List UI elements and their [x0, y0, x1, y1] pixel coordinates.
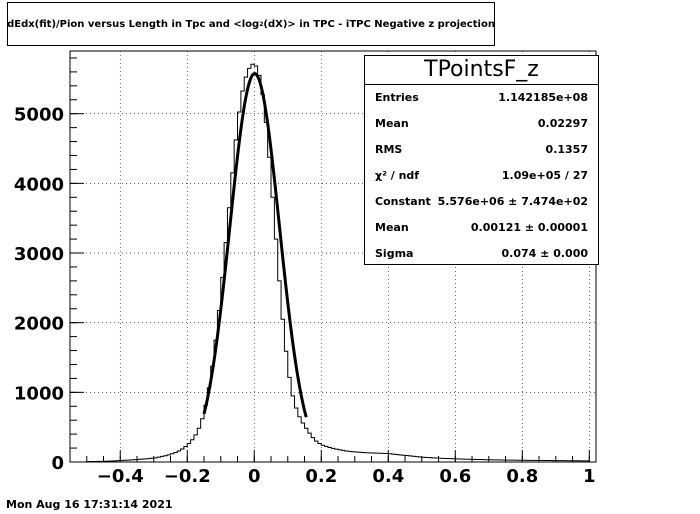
stats-row-constant: Constant 5.576e+06 ± 7.474e+02 [375, 188, 588, 214]
stats-label: χ² / ndf [375, 168, 420, 182]
stats-value: 0.1357 [545, 142, 588, 156]
stats-row-entries: Entries 1.142185e+08 [375, 84, 588, 110]
stats-row-rms: RMS 0.1357 [375, 136, 588, 162]
stats-label: RMS [375, 142, 403, 156]
timestamp: Mon Aug 16 17:31:14 2021 [6, 498, 173, 511]
y-tick-label: 1000 [14, 383, 64, 404]
gaussian-fit-curve [202, 72, 308, 418]
fit-series [202, 72, 308, 418]
x-tick-label: −0.2 [164, 466, 211, 487]
x-tick-label: 0.4 [372, 466, 404, 487]
stats-row-chi2: χ² / ndf 1.09e+05 / 27 [375, 162, 588, 188]
stats-label: Entries [375, 90, 419, 104]
stats-label: Sigma [375, 246, 414, 260]
stats-value: 0.00121 ± 0.00001 [470, 220, 588, 234]
stats-value: 1.09e+05 / 27 [501, 168, 588, 182]
x-tick-label: −0.4 [97, 466, 144, 487]
chart-title-main: dEdx(fit)/Pion versus Length in Tpc and … [7, 18, 260, 30]
stats-row-sigma: Sigma 0.074 ± 0.000 [375, 240, 588, 266]
x-tick-label: 0 [248, 466, 261, 487]
y-tick-label: 3000 [14, 244, 64, 265]
stats-label: Mean [375, 220, 409, 234]
stats-title: TPointsF_z [365, 56, 598, 85]
stats-label: Constant [375, 194, 431, 208]
chart-title-rest: (dX)> in TPC - iTPC Negative z projectio… [263, 18, 495, 30]
stats-row-fit-mean: Mean 0.00121 ± 0.00001 [375, 214, 588, 240]
chart-title: dEdx(fit)/Pion versus Length in Tpc and … [7, 2, 495, 46]
stats-value: 0.074 ± 0.000 [501, 246, 588, 260]
x-axis: −0.4 −0.2 0 0.2 0.4 0.6 0.8 1 [86, 450, 596, 487]
stats-value: 1.142185e+08 [498, 90, 588, 104]
stats-box: TPointsF_z Entries 1.142185e+08 Mean 0.022… [364, 55, 599, 265]
y-tick-label: 2000 [14, 314, 64, 335]
stats-value: 5.576e+06 ± 7.474e+02 [437, 194, 588, 208]
y-tick-label: 4000 [14, 174, 64, 195]
stats-value: 0.02297 [537, 116, 588, 130]
y-tick-label: 0 [51, 453, 64, 474]
stats-row-mean: Mean 0.02297 [375, 110, 588, 136]
y-axis: 0 1000 2000 3000 4000 5000 [14, 57, 84, 474]
x-tick-label: 1 [583, 466, 596, 487]
x-tick-label: 0.2 [305, 466, 337, 487]
chart-title-subscript: 2 [259, 20, 264, 28]
x-tick-label: 0.6 [439, 466, 471, 487]
x-tick-label: 0.8 [506, 466, 538, 487]
stats-label: Mean [375, 116, 409, 130]
y-tick-label: 5000 [14, 105, 64, 126]
